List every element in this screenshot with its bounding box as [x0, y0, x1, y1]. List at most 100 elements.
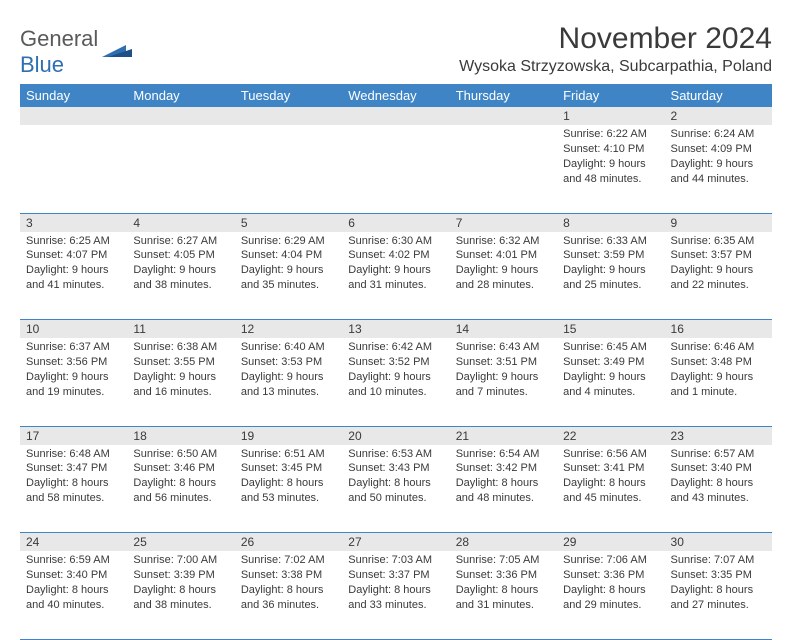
- weekday-header: Tuesday: [235, 84, 342, 107]
- day-cell: [235, 125, 342, 213]
- daynum-cell: 15: [557, 320, 664, 339]
- daynum-row: 10111213141516: [20, 320, 772, 339]
- daynum-cell: 19: [235, 426, 342, 445]
- day-number: 7: [450, 214, 557, 232]
- daynum-cell: 2: [665, 107, 772, 125]
- daynum-cell: 30: [665, 533, 772, 552]
- day-number: 19: [235, 427, 342, 445]
- daynum-cell: 11: [127, 320, 234, 339]
- day-cell: [342, 125, 449, 213]
- daynum-cell: 3: [20, 213, 127, 232]
- daynum-cell: [342, 107, 449, 125]
- day-number: 14: [450, 320, 557, 338]
- weekday-header: Sunday: [20, 84, 127, 107]
- daynum-cell: 10: [20, 320, 127, 339]
- day-number: 22: [557, 427, 664, 445]
- weekday-header-row: Sunday Monday Tuesday Wednesday Thursday…: [20, 84, 772, 107]
- day-number-empty: [20, 107, 127, 125]
- day-content: Sunrise: 6:57 AMSunset: 3:40 PMDaylight:…: [665, 445, 772, 510]
- daynum-row: 17181920212223: [20, 426, 772, 445]
- day-content: Sunrise: 6:42 AMSunset: 3:52 PMDaylight:…: [342, 338, 449, 403]
- day-cell: Sunrise: 7:06 AMSunset: 3:36 PMDaylight:…: [557, 551, 664, 639]
- daynum-cell: [20, 107, 127, 125]
- daynum-cell: 6: [342, 213, 449, 232]
- daynum-cell: 16: [665, 320, 772, 339]
- daynum-cell: 13: [342, 320, 449, 339]
- day-number-empty: [342, 107, 449, 125]
- daynum-cell: 1: [557, 107, 664, 125]
- day-content: Sunrise: 6:35 AMSunset: 3:57 PMDaylight:…: [665, 232, 772, 297]
- weekday-header: Monday: [127, 84, 234, 107]
- daynum-cell: 23: [665, 426, 772, 445]
- daynum-cell: 24: [20, 533, 127, 552]
- daynum-cell: 9: [665, 213, 772, 232]
- day-cell: Sunrise: 7:03 AMSunset: 3:37 PMDaylight:…: [342, 551, 449, 639]
- day-cell: Sunrise: 7:07 AMSunset: 3:35 PMDaylight:…: [665, 551, 772, 639]
- daynum-cell: 14: [450, 320, 557, 339]
- brand-shape-icon: [102, 39, 132, 66]
- day-content: Sunrise: 6:27 AMSunset: 4:05 PMDaylight:…: [127, 232, 234, 297]
- brand-part2: Blue: [20, 52, 64, 77]
- daynum-cell: 29: [557, 533, 664, 552]
- day-content: Sunrise: 7:00 AMSunset: 3:39 PMDaylight:…: [127, 551, 234, 616]
- day-number: 10: [20, 320, 127, 338]
- day-cell: Sunrise: 7:02 AMSunset: 3:38 PMDaylight:…: [235, 551, 342, 639]
- day-cell: Sunrise: 6:40 AMSunset: 3:53 PMDaylight:…: [235, 338, 342, 426]
- daynum-cell: 8: [557, 213, 664, 232]
- daynum-cell: 26: [235, 533, 342, 552]
- daynum-row: 3456789: [20, 213, 772, 232]
- daynum-cell: [450, 107, 557, 125]
- day-cell: Sunrise: 6:45 AMSunset: 3:49 PMDaylight:…: [557, 338, 664, 426]
- daynum-cell: 4: [127, 213, 234, 232]
- weekday-header: Saturday: [665, 84, 772, 107]
- daynum-cell: 20: [342, 426, 449, 445]
- day-number: 24: [20, 533, 127, 551]
- day-number-empty: [450, 107, 557, 125]
- day-number: 12: [235, 320, 342, 338]
- daynum-cell: 12: [235, 320, 342, 339]
- week-row: Sunrise: 6:59 AMSunset: 3:40 PMDaylight:…: [20, 551, 772, 639]
- weekday-header: Thursday: [450, 84, 557, 107]
- day-content: Sunrise: 6:30 AMSunset: 4:02 PMDaylight:…: [342, 232, 449, 297]
- daynum-cell: 5: [235, 213, 342, 232]
- day-cell: Sunrise: 6:57 AMSunset: 3:40 PMDaylight:…: [665, 445, 772, 533]
- day-number-empty: [235, 107, 342, 125]
- day-content: Sunrise: 6:51 AMSunset: 3:45 PMDaylight:…: [235, 445, 342, 510]
- day-number: 30: [665, 533, 772, 551]
- day-cell: [127, 125, 234, 213]
- day-cell: Sunrise: 6:29 AMSunset: 4:04 PMDaylight:…: [235, 232, 342, 320]
- calendar-table: Sunday Monday Tuesday Wednesday Thursday…: [20, 84, 772, 640]
- day-content: Sunrise: 6:50 AMSunset: 3:46 PMDaylight:…: [127, 445, 234, 510]
- brand-part1: General: [20, 26, 98, 51]
- day-cell: Sunrise: 6:53 AMSunset: 3:43 PMDaylight:…: [342, 445, 449, 533]
- weekday-header: Wednesday: [342, 84, 449, 107]
- day-content: Sunrise: 6:46 AMSunset: 3:48 PMDaylight:…: [665, 338, 772, 403]
- day-number: 16: [665, 320, 772, 338]
- day-content: Sunrise: 7:07 AMSunset: 3:35 PMDaylight:…: [665, 551, 772, 616]
- week-row: Sunrise: 6:48 AMSunset: 3:47 PMDaylight:…: [20, 445, 772, 533]
- daynum-cell: 25: [127, 533, 234, 552]
- day-number: 6: [342, 214, 449, 232]
- daynum-cell: 18: [127, 426, 234, 445]
- week-row: Sunrise: 6:25 AMSunset: 4:07 PMDaylight:…: [20, 232, 772, 320]
- day-cell: [450, 125, 557, 213]
- day-cell: Sunrise: 6:30 AMSunset: 4:02 PMDaylight:…: [342, 232, 449, 320]
- daynum-cell: 27: [342, 533, 449, 552]
- location: Wysoka Strzyzowska, Subcarpathia, Poland: [459, 58, 772, 76]
- day-content: Sunrise: 6:48 AMSunset: 3:47 PMDaylight:…: [20, 445, 127, 510]
- day-cell: Sunrise: 6:33 AMSunset: 3:59 PMDaylight:…: [557, 232, 664, 320]
- day-content: Sunrise: 6:56 AMSunset: 3:41 PMDaylight:…: [557, 445, 664, 510]
- day-cell: Sunrise: 6:51 AMSunset: 3:45 PMDaylight:…: [235, 445, 342, 533]
- day-number: 23: [665, 427, 772, 445]
- day-content: Sunrise: 6:22 AMSunset: 4:10 PMDaylight:…: [557, 125, 664, 190]
- day-cell: Sunrise: 6:46 AMSunset: 3:48 PMDaylight:…: [665, 338, 772, 426]
- day-cell: Sunrise: 6:24 AMSunset: 4:09 PMDaylight:…: [665, 125, 772, 213]
- day-cell: Sunrise: 6:48 AMSunset: 3:47 PMDaylight:…: [20, 445, 127, 533]
- brand-text: General Blue: [20, 26, 98, 78]
- day-cell: Sunrise: 6:25 AMSunset: 4:07 PMDaylight:…: [20, 232, 127, 320]
- day-cell: Sunrise: 6:50 AMSunset: 3:46 PMDaylight:…: [127, 445, 234, 533]
- day-cell: Sunrise: 7:05 AMSunset: 3:36 PMDaylight:…: [450, 551, 557, 639]
- day-number: 18: [127, 427, 234, 445]
- daynum-cell: 17: [20, 426, 127, 445]
- daynum-row: 12: [20, 107, 772, 125]
